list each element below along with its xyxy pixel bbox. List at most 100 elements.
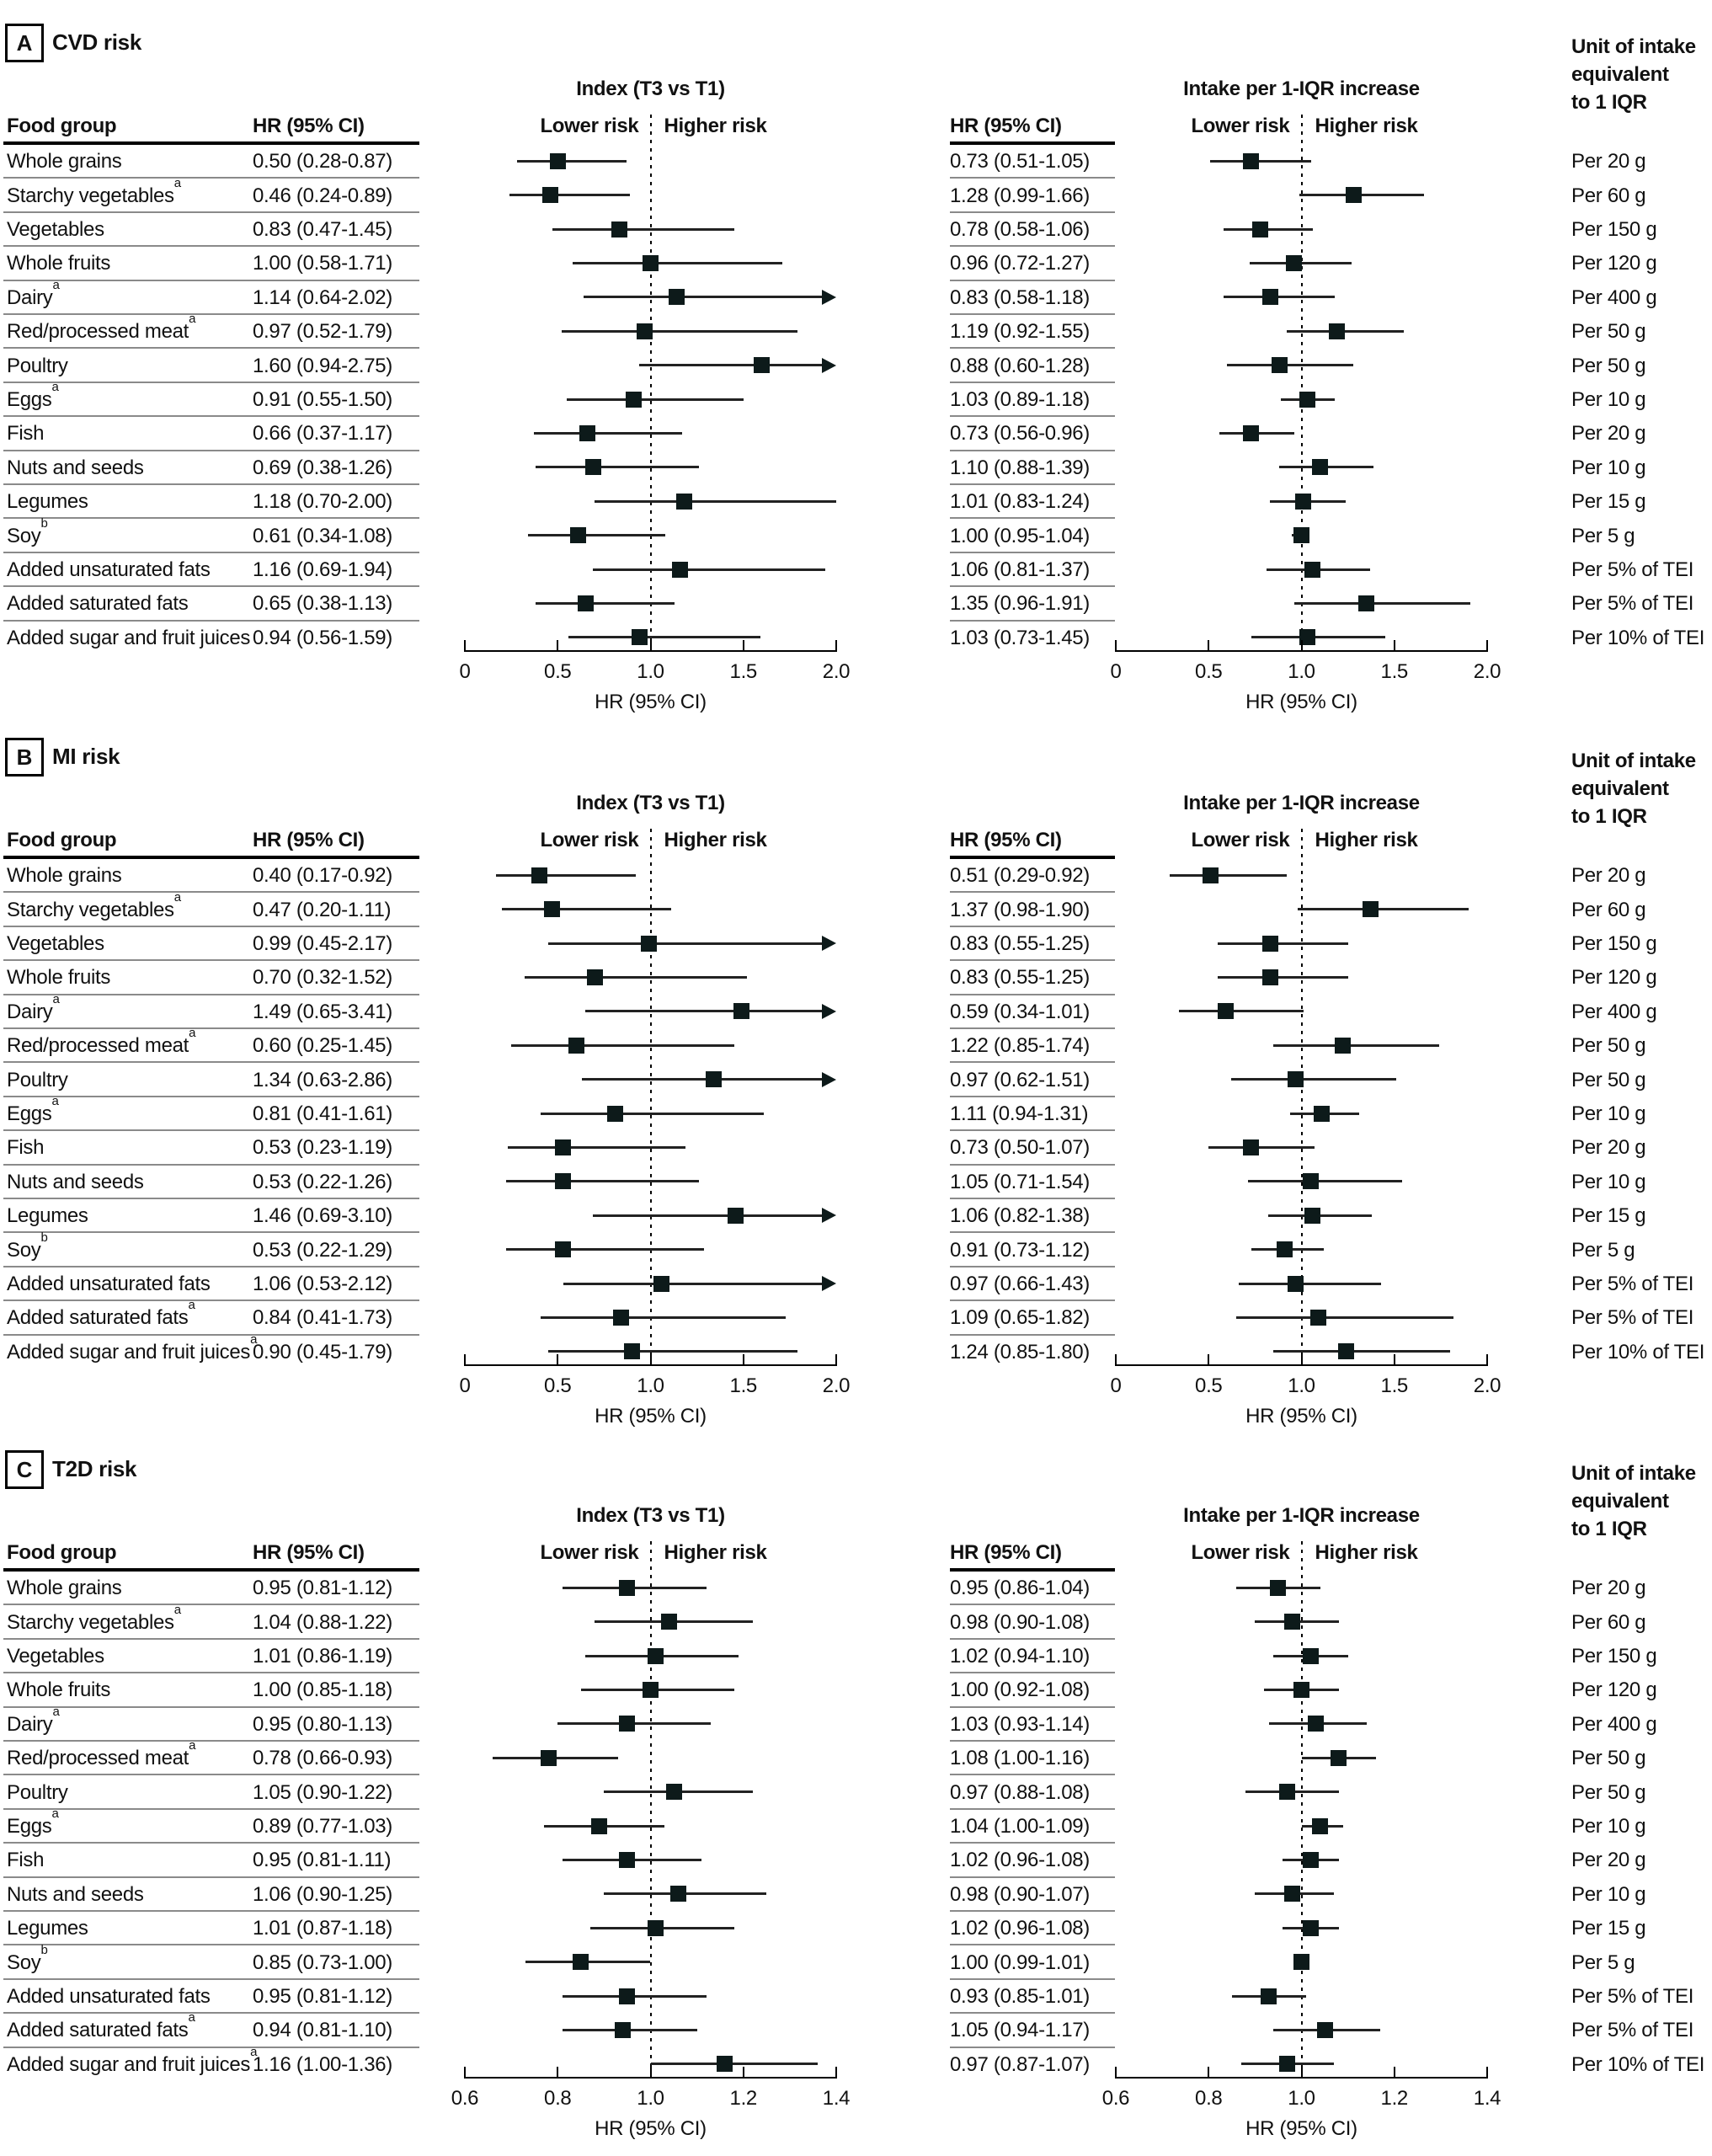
footnote-superscript: a	[189, 312, 196, 327]
unit-label: Per 20 g	[1571, 1136, 1646, 1160]
hr-index-value: 0.94 (0.81-1.10)	[253, 2019, 392, 2042]
row-separator	[950, 245, 1115, 248]
unit-label: Per 120 g	[1571, 1678, 1657, 1702]
point-marker	[619, 1579, 636, 1596]
ci-line	[527, 534, 666, 537]
hr-index-value: 0.60 (0.25-1.45)	[253, 1034, 392, 1058]
hr-index-value: 1.06 (0.90-1.25)	[253, 1882, 392, 1906]
unit-label: Per 150 g	[1571, 1645, 1657, 1668]
hr-index-value: 0.95 (0.81-1.11)	[253, 1849, 392, 1872]
hr-index-value: 1.60 (0.94-2.75)	[253, 354, 392, 377]
row-separator	[950, 1198, 1115, 1199]
footnote-superscript: a	[189, 1026, 196, 1041]
row-separator	[950, 1299, 1115, 1302]
ci-line	[524, 975, 748, 979]
header-rule-left	[3, 141, 419, 145]
footnote-superscript: a	[52, 277, 60, 292]
row-separator	[950, 1977, 1115, 1980]
hr-index-value: 1.01 (0.87-1.18)	[253, 1917, 392, 1940]
ci-line	[650, 2063, 818, 2066]
unit-label: Per 20 g	[1571, 1577, 1646, 1600]
point-marker	[705, 1071, 722, 1088]
ci-line	[1236, 1315, 1454, 1319]
hr-index-value: 1.00 (0.58-1.71)	[253, 252, 392, 275]
hr-iqr-value: 0.97 (0.87-1.07)	[950, 2052, 1090, 2076]
unit-label: Per 50 g	[1571, 1068, 1646, 1091]
food-group-label: Red/processed meata	[7, 1026, 196, 1058]
unit-label: Per 400 g	[1571, 1712, 1657, 1736]
point-marker	[640, 935, 657, 952]
footnote-superscript: a	[188, 1298, 195, 1313]
hr-iqr-value: 0.83 (0.58-1.18)	[950, 286, 1090, 309]
food-group-label: Added unsaturated fats	[7, 1273, 211, 1295]
row-separator	[3, 1807, 419, 1810]
panel-title: T2D risk	[52, 1456, 137, 1481]
ci-line	[561, 329, 797, 333]
unit-label: Per 60 g	[1571, 184, 1646, 207]
higher-risk-label: Higher risk	[664, 1541, 767, 1564]
footnote-superscript: a	[250, 1331, 258, 1347]
axis-tick	[1115, 2067, 1117, 2077]
higher-risk-label: Higher risk	[1315, 1541, 1418, 1564]
hr-iqr-value: 0.73 (0.51-1.05)	[950, 150, 1090, 173]
hr-index-value: 0.90 (0.45-1.79)	[253, 1340, 392, 1364]
point-marker	[733, 1003, 750, 1020]
row-separator	[3, 891, 419, 894]
lower-risk-label: Lower risk	[540, 115, 639, 137]
food-group-label: Vegetables	[7, 218, 104, 241]
footnote-superscript: a	[173, 1602, 182, 1617]
point-marker	[1261, 1988, 1277, 2004]
row-separator	[3, 1299, 419, 1302]
row-separator	[950, 1061, 1115, 1064]
row-separator	[3, 1231, 419, 1234]
panel-C: C T2D risk Index (T3 vs T1) Intake per 1-IQ…	[0, 1442, 1712, 2154]
point-marker	[573, 1954, 589, 1971]
point-marker	[584, 459, 601, 476]
food-group-label: Vegetables	[7, 1645, 104, 1668]
reference-line	[649, 115, 652, 650]
row-separator	[950, 925, 1115, 927]
hr-index-value: 0.65 (0.38-1.13)	[253, 592, 392, 616]
point-marker	[591, 1817, 608, 1834]
point-marker	[647, 1647, 664, 1664]
hr-index-value: 0.46 (0.24-0.89)	[253, 184, 392, 207]
food-group-label: Added sugar and fruit juicesa	[7, 1331, 258, 1364]
col-header-hr-iqr: HR (95% CI)	[950, 1541, 1062, 1564]
axis-tick-label: 1.4	[1473, 2087, 1501, 2110]
axis-title: HR (95% CI)	[1245, 2117, 1357, 2140]
hr-iqr-value: 1.08 (1.00-1.16)	[950, 1747, 1090, 1770]
food-group-label: Eggsa	[7, 380, 59, 411]
point-marker	[555, 1173, 572, 1190]
point-marker	[1303, 1919, 1320, 1936]
hr-iqr-value: 1.03 (0.93-1.14)	[950, 1712, 1090, 1736]
unit-label: Per 400 g	[1571, 1000, 1657, 1023]
axis-tick-label: 1.5	[729, 660, 758, 683]
row-separator	[3, 585, 419, 588]
row-separator	[950, 1231, 1115, 1234]
hr-iqr-value: 0.91 (0.73-1.12)	[950, 1238, 1090, 1262]
axis-title: HR (95% CI)	[595, 1405, 707, 1428]
row-separator	[3, 993, 419, 995]
ci-line	[1247, 1180, 1402, 1183]
axis-tick-label: 1.0	[637, 660, 664, 683]
point-marker	[1314, 1105, 1331, 1122]
row-separator	[950, 449, 1115, 451]
higher-risk-label: Higher risk	[664, 115, 767, 137]
hr-index-value: 0.89 (0.77-1.03)	[253, 1815, 392, 1838]
row-separator	[3, 415, 419, 418]
axis-tick	[835, 640, 837, 650]
row-separator	[3, 517, 419, 520]
hr-index-value: 1.16 (0.69-1.94)	[253, 558, 392, 581]
point-marker	[1283, 1886, 1300, 1903]
row-separator	[3, 1061, 419, 1064]
lower-risk-label: Lower risk	[1191, 115, 1290, 137]
point-marker	[754, 357, 771, 374]
footnote-superscript: a	[52, 991, 60, 1006]
point-marker	[1307, 1716, 1324, 1732]
ci-line	[502, 908, 671, 911]
ci-line	[581, 1078, 823, 1081]
ci-line	[516, 159, 627, 163]
axis-tick-label: 0.8	[544, 2087, 572, 2110]
food-group-label: Dairya	[7, 277, 60, 309]
axis-tick	[1393, 1354, 1395, 1364]
